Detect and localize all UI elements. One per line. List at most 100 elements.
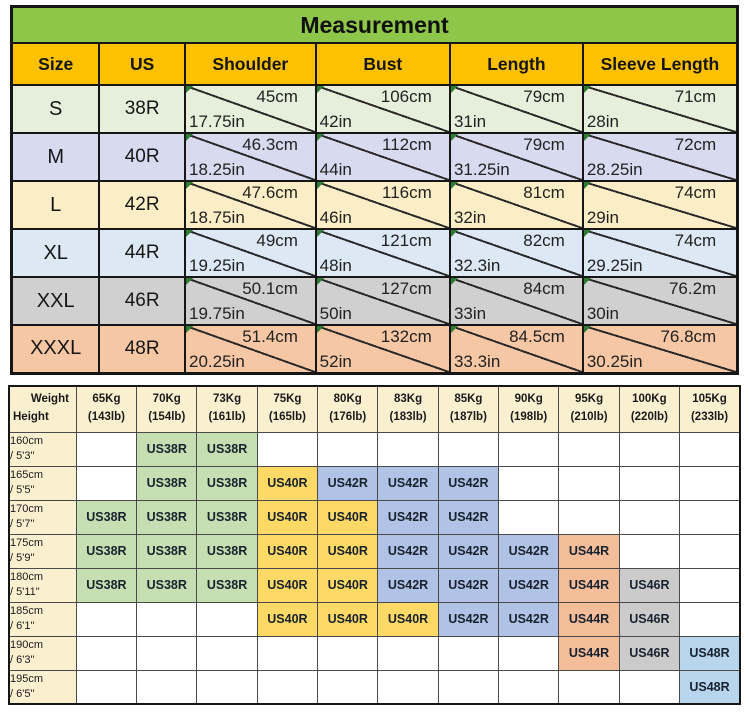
- fit-cell-empty: [75, 465, 138, 501]
- fit-cell-us42r: US42R: [377, 567, 439, 603]
- shoulder-inch-value: 19.25in: [189, 256, 245, 275]
- length-cell: 84.5cm 33.3in: [448, 324, 584, 374]
- weight-kg-label: 83Kg: [393, 393, 423, 406]
- us-size-value: 38R: [98, 84, 186, 134]
- fit-cell-empty: [618, 533, 681, 569]
- weight-lb-label: (183lb): [389, 411, 427, 423]
- sleeve-cm-value: 76.2m: [668, 279, 717, 298]
- fit-cell-us38r: US38R: [196, 567, 258, 603]
- shoulder-cm-value: 45cm: [256, 87, 298, 106]
- weight-kg-label: 75Kg: [273, 393, 302, 406]
- measurement-row-xxl: XXL 46R 50.1cm 19.75in 127cm 50in 84cm 33in 76.2…: [10, 276, 739, 326]
- height-cm-label: 180cm: [10, 571, 44, 584]
- size-value: XXL: [10, 276, 101, 326]
- weight-height-corner-cell: Weight Height: [8, 385, 77, 433]
- us-size-value: 44R: [98, 228, 186, 278]
- bust-cm-value: 127cm: [380, 279, 432, 298]
- fit-cell-us38r: US38R: [196, 533, 258, 569]
- fit-cell-us48r: US48R: [679, 635, 741, 671]
- fit-cell-empty: [75, 601, 138, 637]
- fit-cell-us42r: US42R: [437, 601, 500, 637]
- bust-inch-value: 48in: [319, 256, 352, 275]
- weight-header-100kg: 100Kg (220lb): [618, 385, 681, 433]
- us-size-value: 40R: [98, 132, 186, 182]
- height-cm-label: 195cm: [10, 672, 44, 685]
- weight-kg-label: 105Kg: [692, 393, 727, 406]
- fit-table-body: 160cm/ 5'3" US38R US38R 165cm/ 5'5" US38R US3…: [8, 431, 741, 705]
- weight-lb-label: (220lb): [630, 411, 668, 423]
- fit-row-175cm: 175cm/ 5'9" US38R US38R US38R US40R US40R US42…: [8, 533, 741, 569]
- fit-cell-us46r: US46R: [618, 601, 681, 637]
- weight-header-75kg: 75Kg (165lb): [256, 385, 319, 433]
- shoulder-cm-value: 51.4cm: [242, 327, 298, 346]
- length-inch-value: 33in: [453, 304, 487, 323]
- length-cm-value: 84.5cm: [509, 327, 565, 346]
- measurement-table: Measurement Size US Shoulder Bust Length Slee…: [10, 5, 739, 375]
- shoulder-inch-value: 18.75in: [189, 208, 245, 227]
- fit-cell-us42r: US42R: [437, 499, 500, 535]
- weight-lb-label: (187lb): [449, 411, 487, 423]
- fit-cell-empty: [498, 635, 560, 671]
- measurement-row-xl: XL 44R 49cm 19.25in 121cm 48in 82cm 32.3in 74cm 2…: [10, 228, 739, 278]
- weight-header-70kg: 70Kg (154lb): [136, 385, 198, 433]
- height-header-cell: 190cm / 6'3": [8, 635, 77, 671]
- height-header-cell: 195cm / 6'5": [8, 669, 77, 705]
- height-feet-label: / 6'3": [10, 654, 35, 666]
- fit-header-row: Weight Height 65Kg (143lb) 70Kg (154lb) 73Kg…: [8, 385, 741, 433]
- height-cm-label: 170cm: [10, 503, 44, 516]
- us-size-value: 48R: [98, 324, 186, 374]
- bust-cell: 112cm 44in: [314, 132, 451, 182]
- fit-cell-empty: [75, 635, 138, 671]
- measurement-row-xxxl: XXXL 48R 51.4cm 20.25in 132cm 52in 84.5cm 33.3i…: [10, 324, 739, 374]
- height-feet-label: / 5'3": [10, 450, 35, 462]
- sleeve-cm-value: 76.8cm: [660, 327, 717, 346]
- fit-cell-empty: [618, 669, 681, 705]
- height-feet-label: / 5'7": [10, 518, 35, 530]
- fit-cell-empty: [317, 635, 379, 671]
- length-cm-value: 79cm: [523, 87, 565, 106]
- sleeve-inch-value: 29.25in: [586, 256, 643, 275]
- weight-lb-label: (233lb): [690, 411, 729, 423]
- sleeve-cell: 71cm 28in: [581, 84, 739, 134]
- weight-kg-label: 65Kg: [92, 393, 121, 406]
- column-header-us: US: [98, 42, 186, 86]
- weight-kg-label: 80Kg: [333, 393, 362, 406]
- fit-cell-empty: [377, 431, 439, 467]
- bust-cm-value: 112cm: [382, 135, 432, 154]
- fit-cell-empty: [558, 465, 620, 501]
- size-value: XL: [10, 228, 101, 278]
- shoulder-inch-value: 20.25in: [189, 351, 245, 371]
- bust-cell: 106cm 42in: [314, 84, 451, 134]
- fit-cell-us40r: US40R: [317, 601, 379, 637]
- shoulder-cell: 50.1cm 19.75in: [184, 276, 317, 326]
- measurement-table-body: S 38R 45cm 17.75in 106cm 42in 79cm 31in 71cm 28in…: [10, 84, 739, 374]
- sleeve-cell: 76.2m 30in: [581, 276, 739, 326]
- weight-header-105kg: 105Kg (233lb): [679, 385, 741, 433]
- fit-cell-us38r: US38R: [136, 533, 198, 569]
- weight-lb-label: (143lb): [87, 411, 125, 423]
- sleeve-inch-value: 30.25in: [586, 351, 643, 371]
- fit-cell-us40r: US40R: [256, 499, 319, 535]
- height-feet-label: / 5'11": [10, 586, 40, 598]
- bust-inch-value: 46in: [319, 208, 352, 227]
- shoulder-cm-value: 50.1cm: [242, 279, 298, 298]
- length-inch-value: 33.3in: [453, 351, 501, 371]
- weight-lb-label: (161lb): [208, 411, 246, 423]
- fit-cell-us42r: US42R: [317, 465, 379, 501]
- fit-cell-empty: [679, 601, 741, 637]
- fit-cell-empty: [75, 431, 138, 467]
- bust-cm-value: 132cm: [380, 327, 432, 346]
- length-cm-value: 84cm: [523, 279, 565, 298]
- shoulder-cell: 47.6cm 18.75in: [184, 180, 317, 230]
- height-feet-label: / 5'5": [10, 484, 35, 496]
- fit-cell-empty: [679, 431, 741, 467]
- weight-kg-label: 85Kg: [454, 393, 483, 406]
- fit-cell-empty: [377, 669, 439, 705]
- length-cell: 82cm 32.3in: [448, 228, 584, 278]
- shoulder-cm-value: 46.3cm: [242, 135, 298, 154]
- measurement-row-s: S 38R 45cm 17.75in 106cm 42in 79cm 31in 71cm 28in: [10, 84, 739, 134]
- fit-cell-us38r: US38R: [196, 499, 258, 535]
- bust-inch-value: 44in: [319, 160, 352, 179]
- sleeve-cell: 76.8cm 30.25in: [581, 324, 739, 374]
- sleeve-cell: 74cm 29.25in: [581, 228, 739, 278]
